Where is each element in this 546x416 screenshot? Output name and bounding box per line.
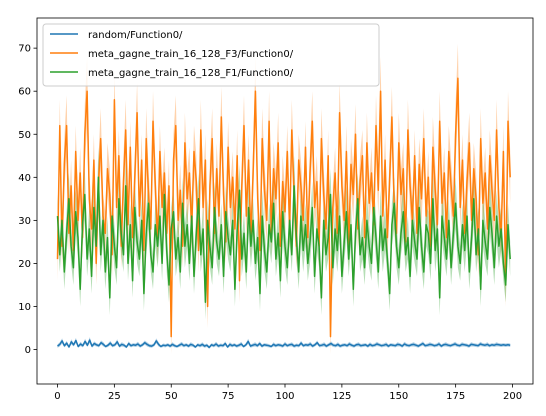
legend-box (42, 23, 380, 87)
x-tick-label: 150 (389, 391, 408, 402)
y-tick-label: 20 (18, 259, 31, 270)
y-tick-label: 70 (18, 44, 31, 55)
x-axis-ticks: 0 25 50 75 100 125 150 175 200 (54, 384, 522, 402)
legend-label: meta_gagne_train_16_128_F3/Function0/ (88, 49, 294, 60)
series-2-line (56, 176, 511, 303)
x-tick-label: 100 (275, 391, 294, 402)
x-tick-label: 25 (108, 391, 121, 402)
legend-label: random/Function0/ (88, 30, 183, 41)
y-axis-ticks: 0 10 20 30 40 50 60 70 (18, 44, 37, 356)
x-tick-label: 0 (54, 391, 60, 402)
series-1-line (56, 77, 511, 338)
y-tick-label: 60 (18, 87, 31, 98)
legend-label: meta_gagne_train_16_128_F1/Function0/ (88, 68, 294, 79)
x-tick-label: 175 (446, 391, 465, 402)
y-tick-label: 10 (18, 302, 31, 313)
y-tick-label: 0 (25, 345, 31, 356)
series-0-line (57, 339, 511, 349)
x-tick-label: 50 (165, 391, 178, 402)
series-lines (56, 77, 511, 349)
x-tick-label: 200 (503, 391, 522, 402)
y-tick-label: 40 (18, 173, 31, 184)
x-tick-label: 75 (222, 391, 235, 402)
y-tick-label: 50 (18, 130, 31, 141)
legend: random/Function0/meta_gagne_train_16_128… (42, 23, 380, 87)
y-tick-label: 30 (18, 216, 31, 227)
x-tick-label: 125 (332, 391, 351, 402)
